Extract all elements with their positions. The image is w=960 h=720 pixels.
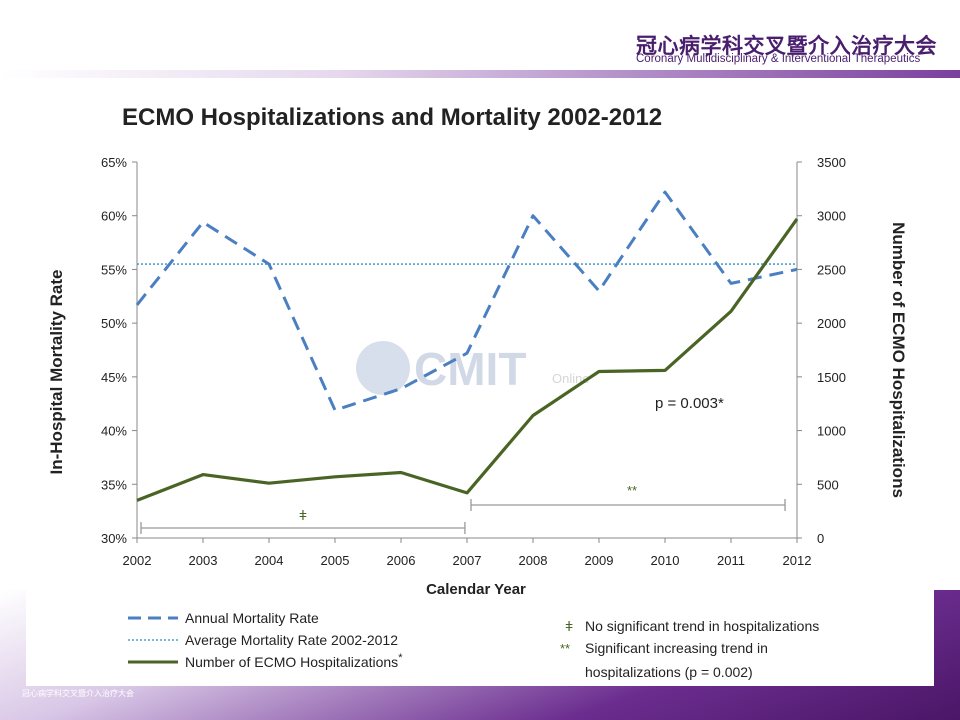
legend-label-average-mortality: Average Mortality Rate 2002-2012 <box>185 632 398 648</box>
y-right-tick-label: 1500 <box>817 370 846 385</box>
series-layer <box>135 190 799 502</box>
y-right-tick-label: 3500 <box>817 155 846 170</box>
x-tick-label: 2004 <box>255 553 284 568</box>
note2-symbol: ** <box>560 641 570 656</box>
series-line-number-of-ecmo-hospitalizations <box>136 217 799 502</box>
chart-title: ECMO Hospitalizations and Mortality 2002… <box>122 104 662 131</box>
y-left-tick-label: 30% <box>101 531 127 546</box>
y-left-tick-label: 60% <box>101 209 127 224</box>
note2-text-line1: Significant increasing trend in <box>585 640 768 656</box>
y-left-tick-label: 35% <box>101 477 127 492</box>
y-left-tick-label: 50% <box>101 316 127 331</box>
header-en-title: Coronary Multidisciplinary & Interventio… <box>636 53 921 65</box>
x-tick-label: 2009 <box>585 553 614 568</box>
y-left-tick-label: 45% <box>101 370 127 385</box>
y-right-tick-label: 1000 <box>817 424 846 439</box>
note2-text-line2: hospitalizations (p = 0.002) <box>585 664 753 680</box>
x-tick-label: 2006 <box>387 553 416 568</box>
x-axis-label: Calendar Year <box>426 581 526 598</box>
chart-panel <box>26 92 934 686</box>
x-tick-label: 2012 <box>783 553 812 568</box>
legend-label-annual-mortality: Annual Mortality Rate <box>185 610 319 626</box>
bracket-right-symbol: ** <box>627 483 637 498</box>
legend-label-ecmo-hospitalizations: Number of ECMO Hospitalizations* <box>185 652 403 670</box>
y-right-tick-label: 3000 <box>817 209 846 224</box>
y-left-tick-label: 65% <box>101 155 127 170</box>
note1-symbol: ǂ <box>565 618 573 634</box>
header-cn-title: 冠心病学科交叉暨介入治疗大会 <box>636 34 937 58</box>
x-tick-label: 2002 <box>123 553 152 568</box>
series-line-annual-mortality-rate <box>135 190 798 412</box>
watermark-globe-icon <box>356 341 410 395</box>
x-tick-label: 2010 <box>651 553 680 568</box>
watermark-text: CMIT <box>414 343 526 395</box>
x-tick-label: 2008 <box>519 553 548 568</box>
y-right-tick-label: 2000 <box>817 316 846 331</box>
bracket-left-symbol: ǂ <box>299 507 307 523</box>
y-right-tick-label: 500 <box>817 477 839 492</box>
x-tick-label: 2003 <box>189 553 218 568</box>
y-right-tick-label: 2500 <box>817 262 846 277</box>
y-left-tick-label: 55% <box>101 262 127 277</box>
header-accent-bar <box>0 70 960 78</box>
p-value-annotation: p = 0.003* <box>655 395 724 412</box>
x-tick-label: 2005 <box>321 553 350 568</box>
x-tick-label: 2011 <box>717 553 745 568</box>
watermark-subtext: Online <box>552 371 590 386</box>
axes: 30% 35% 40% 45% 50% 55% 60% 65% 0 500 1000 1500 2000… <box>101 155 846 568</box>
footer-logo: 冠心病学科交叉暨介入治疗大会 <box>22 689 134 698</box>
y-axis-right-label: Number of ECMO Hospitalizations <box>889 222 908 498</box>
y-left-tick-label: 40% <box>101 424 127 439</box>
annotation-layer: ǂ ** <box>140 483 786 534</box>
note1-text: No significant trend in hospitalizations <box>585 618 819 634</box>
y-axis-left-label: In-Hospital Mortality Rate <box>47 270 66 475</box>
watermark: CMIT Online <box>356 341 590 395</box>
legend: Annual Mortality Rate Average Mortality … <box>128 610 819 680</box>
x-tick-label: 2007 <box>453 553 482 568</box>
y-right-tick-label: 0 <box>817 531 824 546</box>
